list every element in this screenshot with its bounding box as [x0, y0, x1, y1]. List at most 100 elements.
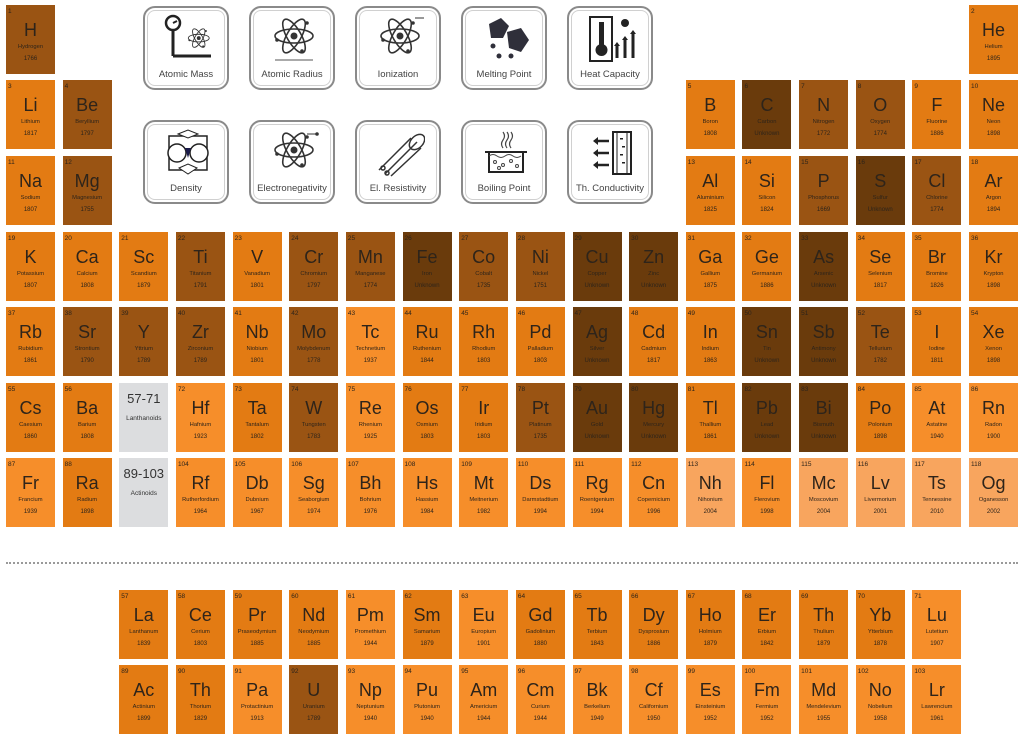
element-technetium[interactable]: 43 Tc Technetium 1937 [345, 307, 395, 376]
element-dubnium[interactable]: 105 Db Dubnium 1967 [232, 458, 282, 527]
element-plutonium[interactable]: 94 Pu Plutonium 1940 [402, 665, 452, 734]
element-gallium[interactable]: 31 Ga Gallium 1875 [685, 232, 735, 301]
button-th-conductivity[interactable]: Th. Conductivity [567, 120, 653, 204]
element-thulium[interactable]: 69 Th Thulium 1879 [799, 590, 849, 659]
element-boron[interactable]: 5 B Boron 1808 [685, 80, 735, 149]
element-polonium[interactable]: 84 Po Polonium 1898 [855, 383, 905, 452]
element-phosphorus[interactable]: 15 P Phosphorus 1669 [799, 156, 849, 225]
element-nihonium[interactable]: 113 Nh Nihonium 2004 [685, 458, 735, 527]
button-melting-point[interactable]: Melting Point [461, 6, 547, 90]
button-atomic-mass[interactable]: Atomic Mass [143, 6, 229, 90]
element-chlorine[interactable]: 17 Cl Chlorine 1774 [912, 156, 962, 225]
element-iridium[interactable]: 77 Ir Iridium 1803 [459, 383, 509, 452]
element-antimony[interactable]: 51 Sb Antimony Unknown [799, 307, 849, 376]
element-titanium[interactable]: 22 Ti Titanium 1791 [175, 232, 225, 301]
element-radon[interactable]: 86 Rn Radon 1900 [969, 383, 1019, 452]
element-astatine[interactable]: 85 At Astatine 1940 [912, 383, 962, 452]
element-actinium[interactable]: 89 Ac Actinium 1899 [119, 665, 169, 734]
element-protactinium[interactable]: 91 Pa Protactinium 1913 [232, 665, 282, 734]
element-gadolinium[interactable]: 64 Gd Gadolinium 1880 [515, 590, 565, 659]
element-chromium[interactable]: 24 Cr Chromium 1797 [289, 232, 339, 301]
element-hafnium[interactable]: 72 Hf Hafnium 1923 [175, 383, 225, 452]
button-boiling-point[interactable]: Boiling Point [461, 120, 547, 204]
element-rhenium[interactable]: 75 Re Rhenium 1925 [345, 383, 395, 452]
element-livermorium[interactable]: 116 Lv Livermorium 2001 [855, 458, 905, 527]
element-calcium[interactable]: 20 Ca Calcium 1808 [62, 232, 112, 301]
element-oganesson[interactable]: 118 Og Oganesson 2002 [969, 458, 1019, 527]
element-zirconium[interactable]: 40 Zr Zirconium 1789 [175, 307, 225, 376]
element-rubidium[interactable]: 37 Rb Rubidium 1861 [6, 307, 55, 376]
element-sodium[interactable]: 11 Na Sodium 1807 [6, 156, 55, 225]
element-dysprosium[interactable]: 66 Dy Dysprosium 1886 [629, 590, 679, 659]
element-nobelium[interactable]: 102 No Nobelium 1958 [855, 665, 905, 734]
element-platinum[interactable]: 78 Pt Platinum 1735 [515, 383, 565, 452]
element-curium[interactable]: 96 Cm Curium 1944 [515, 665, 565, 734]
element-ytterbium[interactable]: 70 Yb Ytterbium 1878 [855, 590, 905, 659]
element-terbium[interactable]: 65 Tb Terbium 1843 [572, 590, 622, 659]
element-bismuth[interactable]: 83 Bi Bismuth Unknown [799, 383, 849, 452]
element-scandium[interactable]: 21 Sc Scandium 1879 [119, 232, 169, 301]
button-ionization[interactable]: Ionization [355, 6, 441, 90]
button-density[interactable]: Density [143, 120, 229, 204]
element-thallium[interactable]: 81 Tl Thallium 1861 [685, 383, 735, 452]
element-potassium[interactable]: 19 K Potassium 1807 [6, 232, 55, 301]
element-caesium[interactable]: 55 Cs Caesium 1860 [6, 383, 55, 452]
element-erbium[interactable]: 68 Er Erbium 1842 [742, 590, 792, 659]
element-samarium[interactable]: 62 Sm Samarium 1879 [402, 590, 452, 659]
element-meitnerium[interactable]: 109 Mt Meitnerium 1982 [459, 458, 509, 527]
placeholder-lanthanoids[interactable]: 57-71 Lanthanoids [119, 383, 169, 452]
element-silicon[interactable]: 14 Si Silicon 1824 [742, 156, 792, 225]
element-germanium[interactable]: 32 Ge Germanium 1886 [742, 232, 792, 301]
element-moscovium[interactable]: 115 Mc Moscovium 2004 [799, 458, 849, 527]
element-manganese[interactable]: 25 Mn Manganese 1774 [345, 232, 395, 301]
element-yttrium[interactable]: 39 Y Yttrium 1789 [119, 307, 169, 376]
element-darmstadtium[interactable]: 110 Ds Darmstadtium 1994 [515, 458, 565, 527]
element-neptunium[interactable]: 93 Np Neptunium 1940 [345, 665, 395, 734]
element-francium[interactable]: 87 Fr Francium 1939 [6, 458, 55, 527]
element-tennessine[interactable]: 117 Ts Tennessine 2010 [912, 458, 962, 527]
element-flerovium[interactable]: 114 Fl Flerovium 1998 [742, 458, 792, 527]
element-fluorine[interactable]: 9 F Fluorine 1886 [912, 80, 962, 149]
element-mercury[interactable]: 80 Hg Mercury Unknown [629, 383, 679, 452]
element-uranium[interactable]: 92 U Uranium 1789 [289, 665, 339, 734]
element-gold[interactable]: 79 Au Gold Unknown [572, 383, 622, 452]
element-krypton[interactable]: 36 Kr Krypton 1898 [969, 232, 1019, 301]
element-molybdenum[interactable]: 42 Mo Molybdenum 1778 [289, 307, 339, 376]
element-xenon[interactable]: 54 Xe Xenon 1898 [969, 307, 1019, 376]
button-el-resistivity[interactable]: El. Resistivity [355, 120, 441, 204]
element-indium[interactable]: 49 In Indium 1863 [685, 307, 735, 376]
element-hassium[interactable]: 108 Hs Hassium 1984 [402, 458, 452, 527]
element-lead[interactable]: 82 Pb Lead Unknown [742, 383, 792, 452]
element-cadmium[interactable]: 48 Cd Cadmium 1817 [629, 307, 679, 376]
element-lanthanum[interactable]: 57 La Lanthanum 1839 [119, 590, 169, 659]
element-aluminium[interactable]: 13 Al Aluminium 1825 [685, 156, 735, 225]
element-seaborgium[interactable]: 106 Sg Seaborgium 1974 [289, 458, 339, 527]
element-bohrium[interactable]: 107 Bh Bohrium 1976 [345, 458, 395, 527]
element-tin[interactable]: 50 Sn Tin Unknown [742, 307, 792, 376]
element-praseodymium[interactable]: 59 Pr Praseodymium 1885 [232, 590, 282, 659]
element-silver[interactable]: 47 Ag Silver Unknown [572, 307, 622, 376]
element-magnesium[interactable]: 12 Mg Magnesium 1755 [62, 156, 112, 225]
element-copernicium[interactable]: 112 Cn Copernicium 1996 [629, 458, 679, 527]
element-thorium[interactable]: 90 Th Thorium 1829 [175, 665, 225, 734]
element-fermium[interactable]: 100 Fm Fermium 1952 [742, 665, 792, 734]
element-iodine[interactable]: 53 I Iodine 1811 [912, 307, 962, 376]
element-neodymium[interactable]: 60 Nd Neodymium 1885 [289, 590, 339, 659]
element-cobalt[interactable]: 27 Co Cobalt 1735 [459, 232, 509, 301]
element-strontium[interactable]: 38 Sr Strontium 1790 [62, 307, 112, 376]
element-tungsten[interactable]: 74 W Tungsten 1783 [289, 383, 339, 452]
element-promethium[interactable]: 61 Pm Promethium 1944 [345, 590, 395, 659]
element-nickel[interactable]: 28 Ni Nickel 1751 [515, 232, 565, 301]
element-hydrogen[interactable]: 1 H Hydrogen 1766 [6, 5, 55, 74]
element-palladium[interactable]: 46 Pd Palladium 1803 [515, 307, 565, 376]
element-radium[interactable]: 88 Ra Radium 1898 [62, 458, 112, 527]
element-bromine[interactable]: 35 Br Bromine 1826 [912, 232, 962, 301]
button-heat-capacity[interactable]: Heat Capacity [567, 6, 653, 90]
element-nitrogen[interactable]: 7 N Nitrogen 1772 [799, 80, 849, 149]
button-electronegativity[interactable]: Electronegativity [249, 120, 335, 204]
element-helium[interactable]: 2 He Helium 1895 [969, 5, 1019, 74]
element-copper[interactable]: 29 Cu Copper Unknown [572, 232, 622, 301]
element-niobium[interactable]: 41 Nb Niobium 1801 [232, 307, 282, 376]
element-californium[interactable]: 98 Cf Californium 1950 [629, 665, 679, 734]
element-carbon[interactable]: 6 C Carbon Unknown [742, 80, 792, 149]
